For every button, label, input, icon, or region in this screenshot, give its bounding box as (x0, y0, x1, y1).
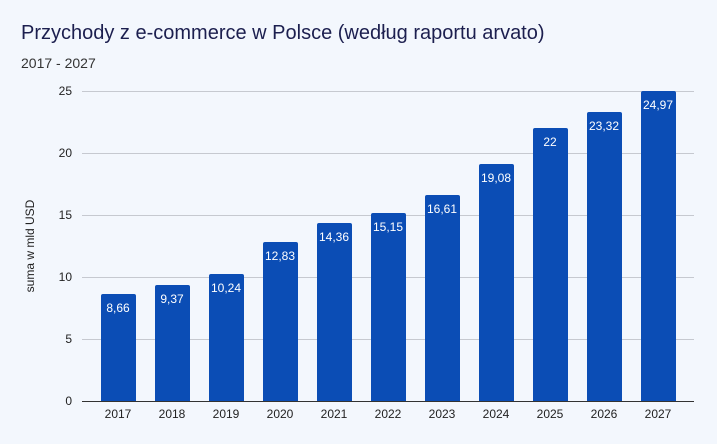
bar[interactable]: 22 (532, 128, 568, 401)
x-tick-label: 2017 (104, 407, 132, 421)
x-tick-label: 2024 (482, 407, 510, 421)
x-tick-label: 2021 (320, 407, 348, 421)
y-tick-label: 10 (58, 270, 72, 284)
bar[interactable]: 10,24 (208, 274, 244, 401)
y-tick-label: 25 (58, 84, 72, 98)
bar[interactable]: 14,36 (316, 222, 352, 401)
bar-value-label: 16,61 (426, 202, 458, 217)
bar-value-label: 22 (543, 135, 557, 150)
bar[interactable]: 8,66 (100, 293, 136, 401)
x-tick-label: 2023 (428, 407, 456, 421)
bar-value-label: 12,83 (264, 248, 296, 263)
bar-value-label: 23,32 (588, 118, 620, 133)
bar-value-label: 8,66 (106, 300, 130, 315)
chart-title: Przychody z e-commerce w Polsce (według … (21, 22, 545, 44)
bar[interactable]: 23,32 (586, 111, 622, 401)
bar-value-label: 9,37 (160, 291, 184, 306)
plot-area: 0 5 10 15 20 25 8,66 2017 9,37 2018 10,24 2019 12,83… (59, 84, 694, 421)
chart-subtitle: 2017 - 2027 (21, 55, 96, 71)
y-tick-label: 0 (65, 394, 72, 408)
gridline (82, 91, 694, 92)
x-tick-label: 2022 (374, 407, 402, 421)
x-axis-line (82, 401, 694, 402)
gridline (82, 153, 694, 154)
bar[interactable]: 24,97 (640, 91, 676, 401)
x-tick-label: 2019 (212, 407, 240, 421)
y-tick-label: 15 (58, 208, 72, 222)
x-tick-label: 2018 (158, 407, 186, 421)
bar[interactable]: 9,37 (154, 284, 190, 401)
bar[interactable]: 19,08 (478, 164, 514, 401)
y-tick-label: 20 (58, 146, 72, 160)
bar[interactable]: 15,15 (370, 213, 406, 401)
bar-value-label: 10,24 (210, 281, 242, 296)
bar-value-label: 14,36 (318, 229, 350, 244)
x-tick-label: 2020 (266, 407, 294, 421)
x-tick-label: 2027 (644, 407, 672, 421)
x-tick-label: 2025 (536, 407, 564, 421)
bar-value-label: 19,08 (480, 171, 512, 186)
bar-value-label: 24,97 (642, 98, 674, 113)
bar-value-label: 15,15 (372, 220, 404, 235)
bar[interactable]: 16,61 (424, 195, 460, 401)
bar[interactable]: 12,83 (262, 241, 298, 401)
x-tick-label: 2026 (590, 407, 618, 421)
y-tick-label: 5 (65, 332, 72, 346)
y-axis-label: suma w mld USD (23, 199, 37, 293)
